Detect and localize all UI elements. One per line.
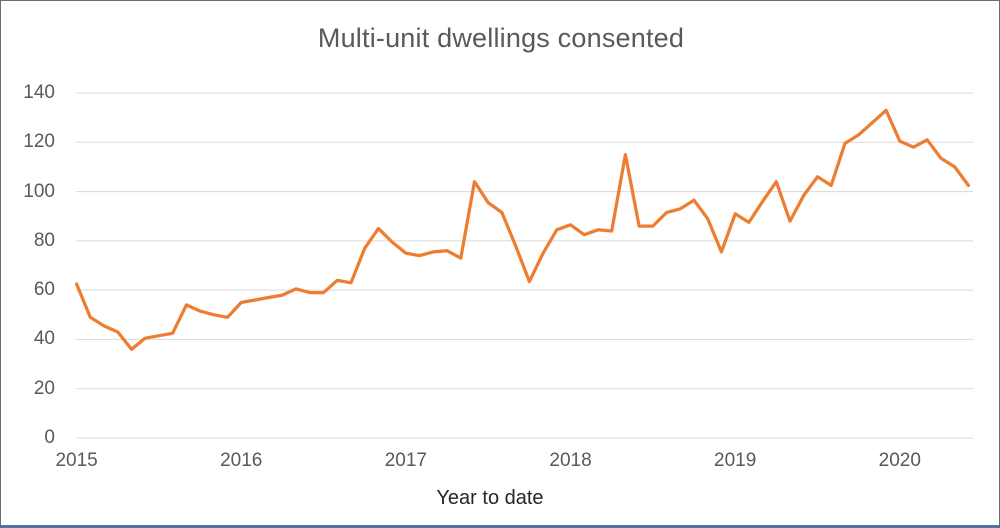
- window-bottom-edge: [1, 525, 999, 527]
- chart-title: Multi-unit dwellings consented: [317, 23, 685, 53]
- series-line: [74, 108, 971, 351]
- x-axis-title: Year to date: [436, 487, 544, 509]
